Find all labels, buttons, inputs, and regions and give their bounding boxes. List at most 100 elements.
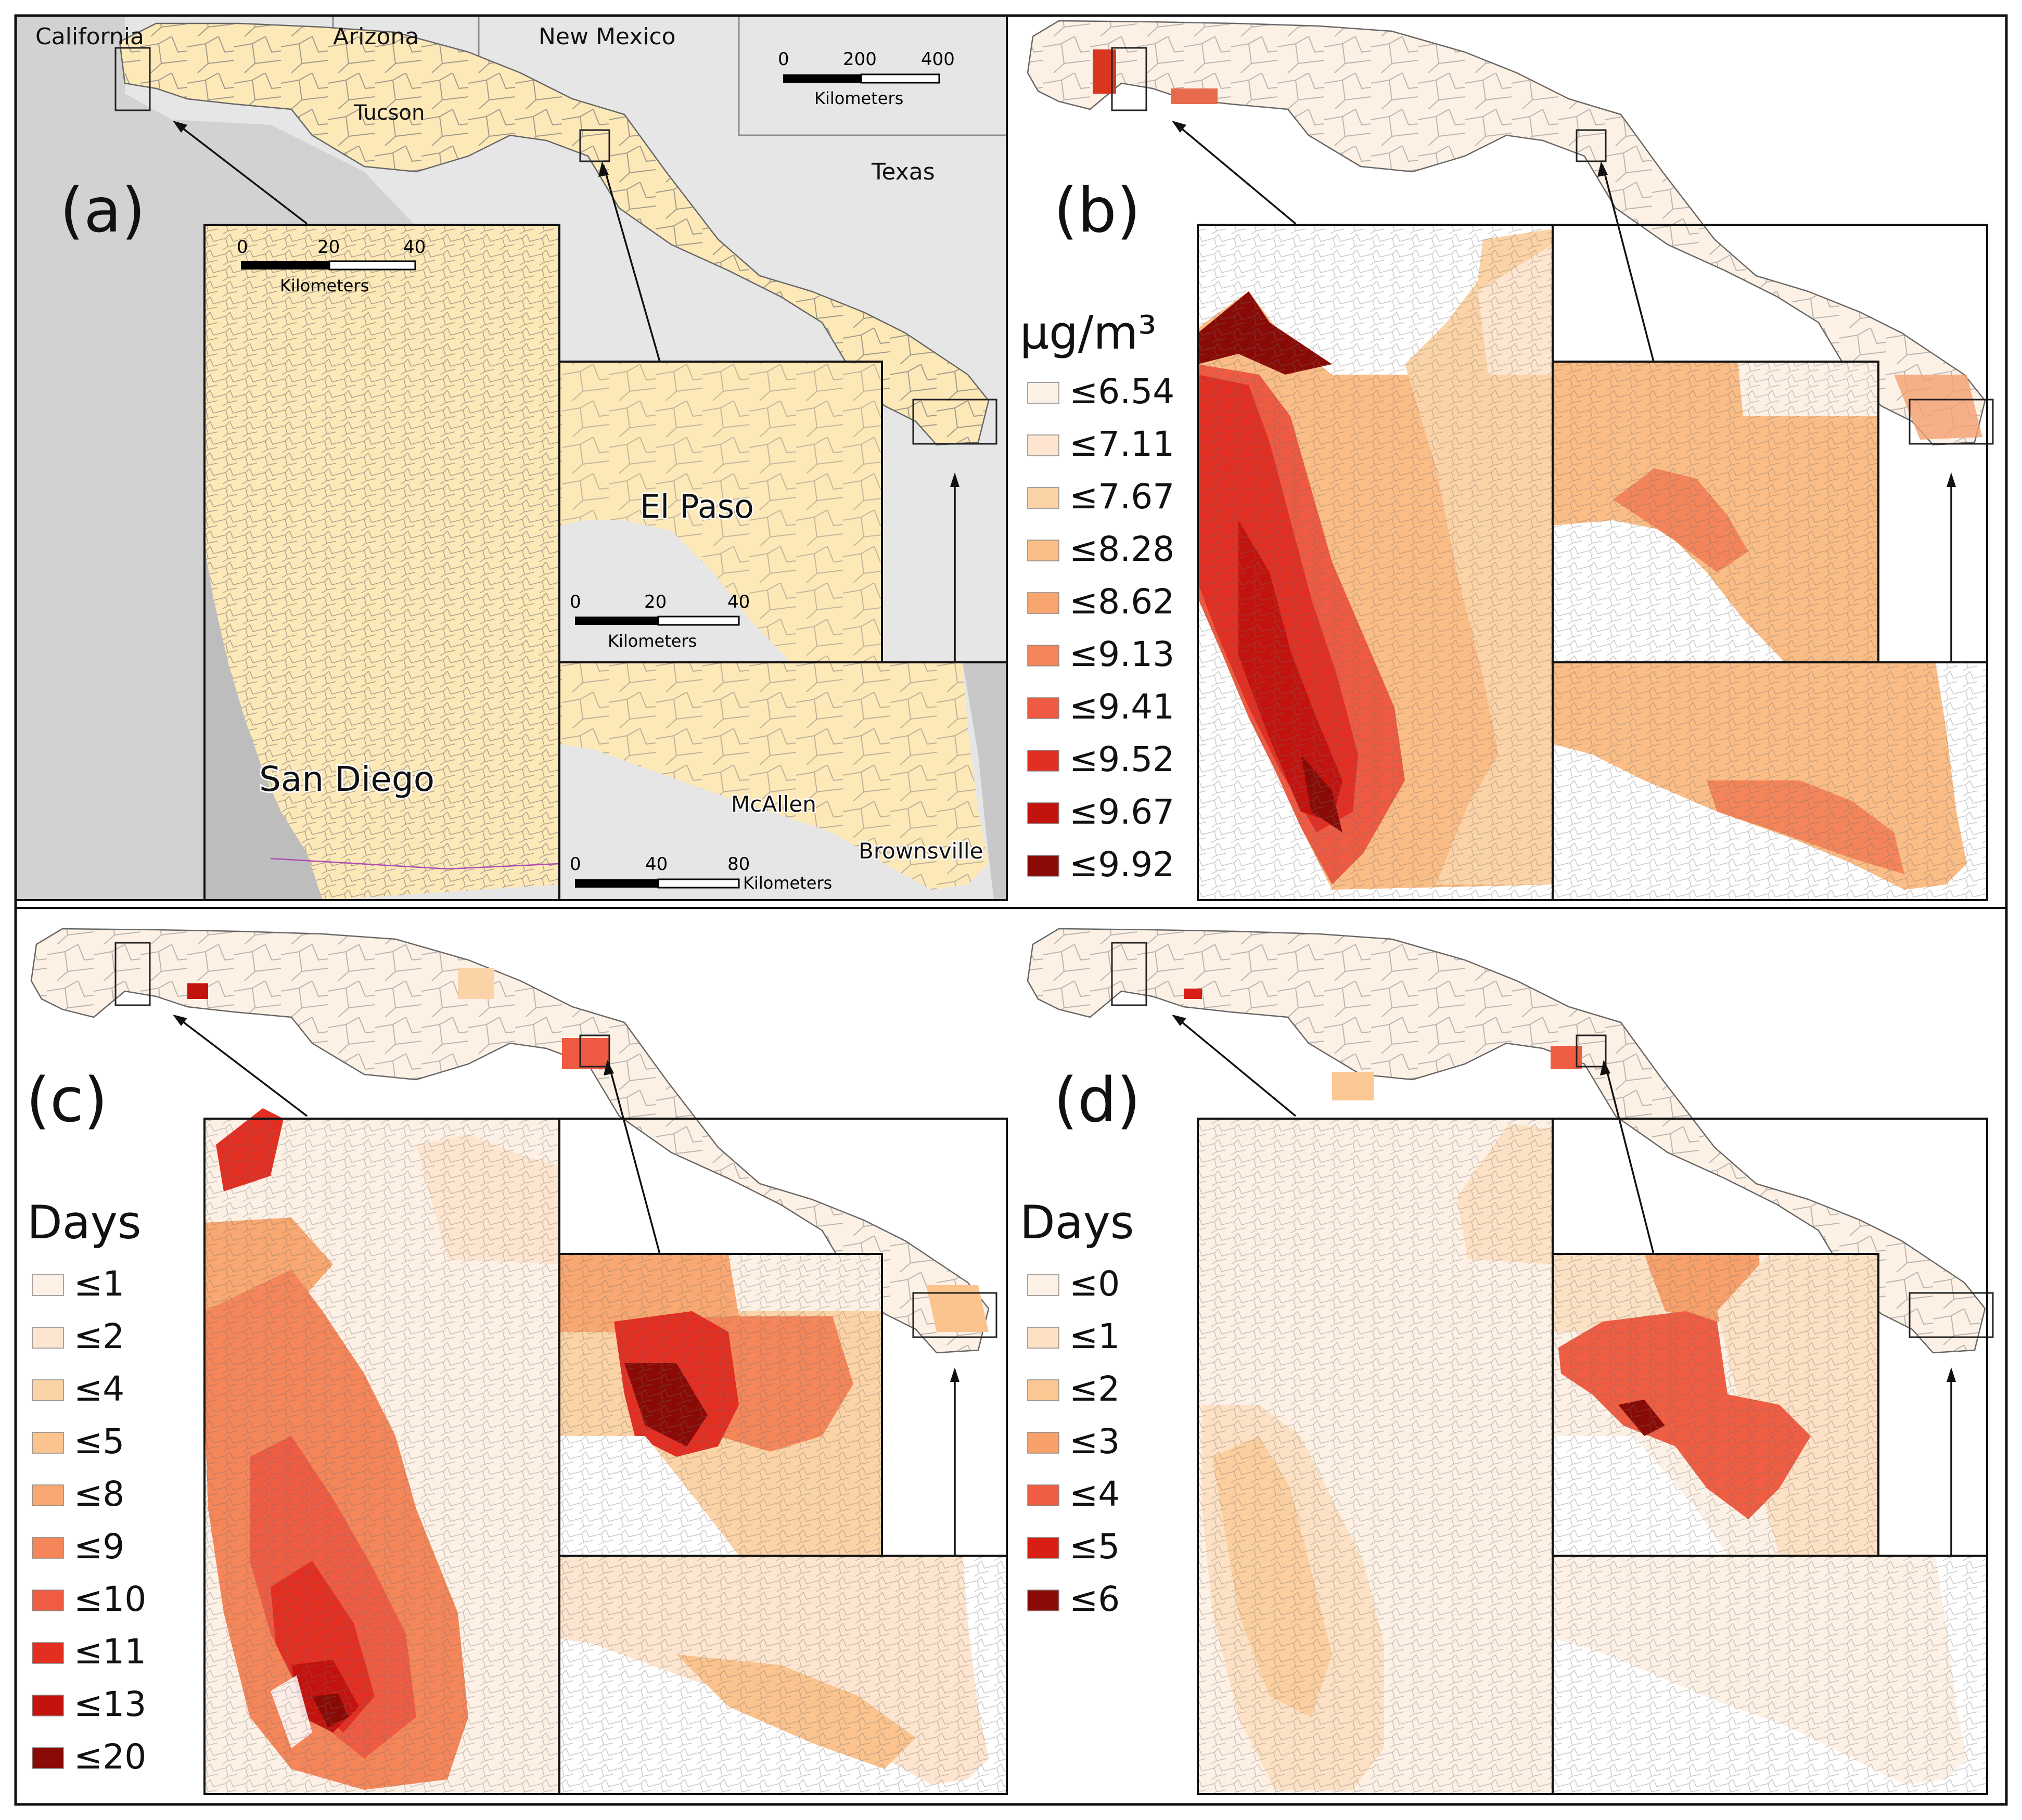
arrow-head xyxy=(598,161,609,177)
legend-swatch xyxy=(1027,1590,1059,1611)
city-label-mcallen: McAllen xyxy=(731,791,816,817)
scale-unit: Kilometers xyxy=(608,631,697,651)
legend-label: ≤11 xyxy=(74,1632,146,1672)
legend-label: ≤6 xyxy=(1069,1579,1120,1619)
legend-title: Days xyxy=(27,1196,142,1249)
legend-swatch xyxy=(32,1590,64,1611)
legend-label: ≤2 xyxy=(74,1316,124,1356)
legend-swatch xyxy=(1027,1537,1059,1559)
legend-label: ≤1 xyxy=(1069,1316,1120,1356)
legend-swatch xyxy=(32,1432,64,1454)
legend-label: ≤8 xyxy=(74,1474,124,1514)
legend-swatch xyxy=(32,1274,64,1296)
san-diego-inset xyxy=(203,1108,560,1795)
panel-frame xyxy=(203,1118,1008,1795)
arrow-head xyxy=(1600,1060,1610,1075)
legend-swatch xyxy=(1027,1432,1059,1454)
el-paso-inset xyxy=(1552,361,1879,663)
legend-swatch xyxy=(1027,802,1059,824)
legend-label: ≤9.52 xyxy=(1069,739,1174,779)
legend-label: ≤9 xyxy=(74,1527,124,1567)
panel-c: (c) xyxy=(26,929,1008,1795)
arrow-head xyxy=(1947,1367,1956,1382)
legend-swatch xyxy=(32,1537,64,1559)
arrow-line xyxy=(1602,165,1655,362)
panel-frame xyxy=(1197,1118,1988,1795)
legend-swatch xyxy=(1027,1274,1059,1296)
legend-label: ≤10 xyxy=(74,1579,146,1619)
scale-tick: 0 xyxy=(570,592,581,612)
arrow-head xyxy=(950,1367,959,1382)
scale-tick: 0 xyxy=(570,854,581,875)
city-label-el-paso: El Paso xyxy=(640,488,754,526)
legend-swatch xyxy=(1027,1484,1059,1506)
state-label-texas: Texas xyxy=(871,159,935,185)
rgv-locator-box xyxy=(912,399,997,445)
arrow-head xyxy=(1172,121,1186,133)
legend-swatch xyxy=(1027,540,1059,561)
san-diego-locator-box xyxy=(1111,942,1147,1006)
legend-label: ≤4 xyxy=(74,1369,124,1409)
el-paso-locator-box xyxy=(579,1034,610,1068)
legend-swatch xyxy=(32,1695,64,1716)
us-land xyxy=(125,16,1007,135)
legend-swatch xyxy=(32,1642,64,1664)
legend-swatch xyxy=(32,1747,64,1769)
legend-label: ≤1 xyxy=(74,1264,124,1304)
el-paso-locator-box xyxy=(1576,129,1607,162)
el-paso-locator-box xyxy=(1576,1034,1607,1068)
el-paso-locator-box xyxy=(579,129,610,162)
state-label-new-mexico: New Mexico xyxy=(539,23,676,50)
arrow-line xyxy=(176,1016,308,1117)
scale-unit: Kilometers xyxy=(280,276,369,296)
border-corridor xyxy=(119,22,990,446)
panel-frame xyxy=(1197,224,1988,901)
state-label-arizona: Arizona xyxy=(333,23,419,50)
legend-swatch xyxy=(1027,1379,1059,1401)
legend-swatch xyxy=(1027,434,1059,456)
arrow-head xyxy=(604,1060,614,1075)
arrow-head xyxy=(173,121,187,133)
panel-label: (c) xyxy=(26,1064,108,1136)
panel-label: (b) xyxy=(1054,174,1141,246)
legend-label: ≤8.62 xyxy=(1069,582,1174,622)
legend-label: ≤2 xyxy=(1069,1369,1120,1409)
legend-label: ≤7.67 xyxy=(1069,477,1174,517)
legend-c: Days ≤1 ≤2 ≤4 ≤5 ≤8 ≤9 ≤10 ≤11 ≤13 ≤20 xyxy=(27,1196,146,1777)
rgv-locator-box xyxy=(1909,1292,1994,1338)
san-diego-inset: 0 20 40 Kilometers San Diego xyxy=(203,224,560,901)
legend-swatch xyxy=(32,1484,64,1506)
arrow-head xyxy=(950,472,959,487)
panel-a: California Arizona New Mexico Texas Tucs… xyxy=(15,15,1008,901)
scale-tick: 0 xyxy=(237,237,248,258)
rgv-locator-box xyxy=(912,1292,997,1338)
legend-title: μg/m³ xyxy=(1020,306,1157,360)
legend-label: ≤5 xyxy=(74,1421,124,1462)
san-diego-inset xyxy=(1197,1118,1554,1795)
legend-label: ≤20 xyxy=(74,1737,146,1777)
rgv-inset xyxy=(1552,1555,1988,1795)
san-diego-locator-box xyxy=(1111,47,1147,111)
san-diego-inset xyxy=(1197,224,1554,901)
legend-label: ≤7.11 xyxy=(1069,424,1174,464)
arrow-line xyxy=(176,123,308,225)
el-paso-inset: 0 20 40 Kilometers El Paso xyxy=(558,361,883,663)
figure-frame xyxy=(14,14,2008,1806)
scale-tick: 0 xyxy=(778,49,789,70)
arrow-line xyxy=(1175,123,1297,225)
arrow-head xyxy=(1947,472,1956,487)
main-scale-bar: 0 200 400 Kilometers xyxy=(778,49,955,108)
arrow-line xyxy=(603,165,661,362)
rgv-inset xyxy=(558,1555,1008,1795)
scale-tick: 400 xyxy=(921,49,955,70)
arrow-line xyxy=(608,1063,661,1254)
scale-unit: Kilometers xyxy=(814,88,903,108)
legend-label: ≤4 xyxy=(1069,1474,1120,1514)
city-label-tucson: Tucson xyxy=(353,101,425,125)
rgv-inset: 0 40 80 Kilometers McAllen Brownsville xyxy=(558,661,1008,901)
scale-tick: 40 xyxy=(645,854,668,875)
el-paso-inset xyxy=(1552,1253,1879,1557)
legend-label: ≤8.28 xyxy=(1069,529,1174,569)
legend-label: ≤9.13 xyxy=(1069,634,1174,674)
legend-swatch xyxy=(32,1327,64,1349)
